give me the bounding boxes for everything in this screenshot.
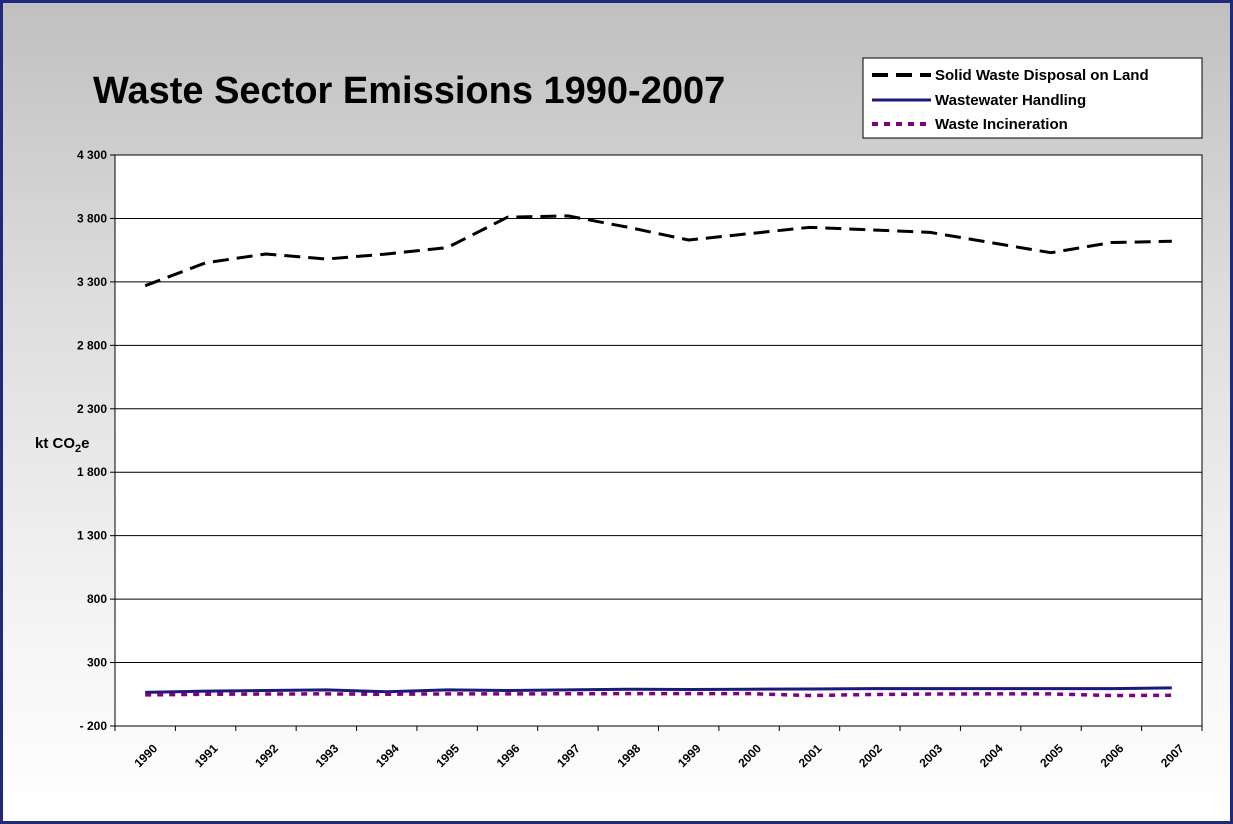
series-line-0 (144, 214, 1172, 288)
y-tick-label: 1 800 (77, 465, 107, 479)
x-tick-label: 1998 (615, 741, 644, 770)
x-tick-label: 1992 (252, 741, 281, 770)
x-axis-ticks: 1990 1991 1992 1993 1994 1995 1996 1997 1998 1999… (114, 726, 1203, 770)
x-tick-label: 2005 (1037, 741, 1066, 770)
x-tick-label: 2001 (796, 741, 825, 770)
gridlines (115, 217, 1202, 664)
y-tick-label: 3 800 (77, 211, 107, 225)
x-tick-label: 2006 (1098, 741, 1127, 770)
y-axis-ticks: - 200 300 800 1 300 1 800 2 300 2 800 3 300 3 80… (77, 148, 115, 733)
series-layer (144, 214, 1172, 698)
x-tick-label: 1996 (494, 741, 523, 770)
x-tick-label: 1991 (192, 741, 221, 770)
y-tick-label: 300 (87, 656, 107, 670)
y-tick-label: 3 300 (77, 275, 107, 289)
legend-label-solid-waste: Solid Waste Disposal on Land (935, 67, 1149, 84)
line-chart: Waste Sector Emissions 1990-2007 - 200 30… (35, 57, 1203, 770)
legend-label-wastewater: Wastewater Handling (935, 92, 1086, 109)
y-axis-label: kt CO2e (35, 435, 89, 455)
legend-box (862, 57, 1203, 139)
y-tick-label: - 200 (80, 719, 108, 733)
x-tick-label: 2003 (916, 741, 945, 770)
x-tick-label: 1997 (554, 741, 583, 770)
y-tick-label: 800 (87, 592, 107, 606)
x-tick-label: 1999 (675, 741, 704, 770)
y-tick-label: 4 300 (77, 148, 107, 162)
x-tick-label: 2002 (856, 741, 885, 770)
plot-area (114, 154, 1203, 727)
x-tick-label: 2007 (1158, 741, 1187, 770)
x-tick-label: 2000 (735, 741, 764, 770)
x-tick-label: 1993 (313, 741, 342, 770)
x-tick-label: 1995 (433, 741, 462, 770)
y-tick-label: 1 300 (77, 529, 107, 543)
x-tick-label: 1994 (373, 741, 402, 770)
legend: Solid Waste Disposal on Land Wastewater … (862, 57, 1203, 139)
y-tick-label: 2 800 (77, 338, 107, 352)
legend-label-incineration: Waste Incineration (935, 116, 1068, 133)
chart-title: Waste Sector Emissions 1990-2007 (93, 70, 725, 112)
y-tick-label: 2 300 (77, 402, 107, 416)
x-tick-label: 2004 (977, 741, 1006, 770)
x-tick-label: 1990 (131, 741, 160, 770)
series-line-2 (145, 691, 1172, 698)
series-line-1 (145, 686, 1172, 694)
